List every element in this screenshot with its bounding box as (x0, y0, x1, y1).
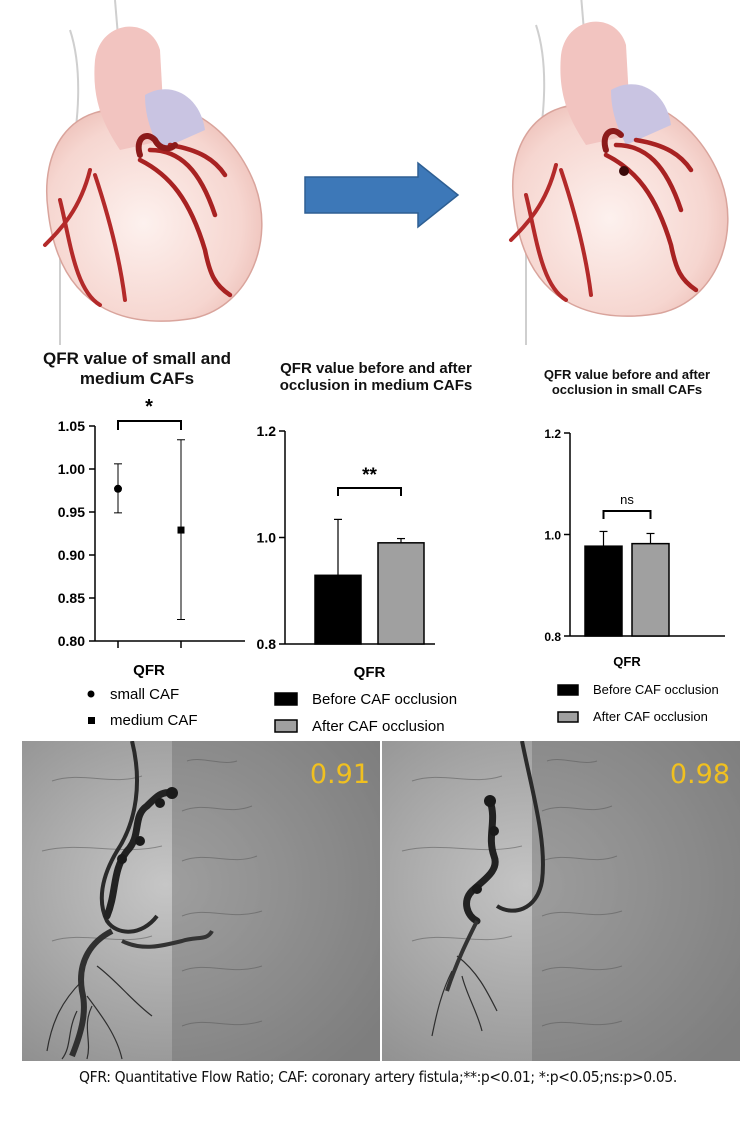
chart2-bar: 0.8 1.0 1.2 ** QFR Before CAF occlusion After … (257, 423, 458, 735)
chart2-y-tick-label: 1.2 (257, 423, 277, 439)
chart3-significance-label: ns (620, 492, 634, 507)
chart3-legend-swatch-1 (557, 684, 579, 696)
chart1-y-tick-label: 1.00 (58, 461, 85, 477)
chart1-scatter: 0.80 0.85 0.90 0.95 1.00 1.05 * QFR small CAF med… (58, 396, 245, 729)
chart2-bar-1 (314, 574, 362, 645)
chart2-significance-label: ** (362, 465, 377, 486)
chart3-y-tick-label: 1.0 (544, 529, 561, 543)
chart3-legend-label-2: After CAF occlusion (593, 709, 708, 724)
chart1-legend-label-1: small CAF (110, 686, 179, 703)
chart2-legend-swatch-2 (274, 719, 298, 733)
angiogram-before: 0.91 (22, 741, 380, 1061)
chart2-y-tick-label: 1.0 (257, 530, 277, 546)
chart1-significance-label: * (145, 396, 153, 418)
chart3-y-tick-label: 1.2 (544, 427, 561, 441)
angiogram-after: 0.98 (382, 741, 740, 1061)
heart-after-occlusion (509, 0, 729, 345)
angiogram-after-image (382, 741, 740, 1061)
chart2-legend-label-2: After CAF occlusion (312, 718, 445, 735)
chart2-x-label: QFR (354, 664, 386, 681)
chart1-legend-label-2: medium CAF (110, 712, 198, 729)
chart2-bar-2 (377, 542, 425, 645)
chart3-legend-swatch-2 (557, 711, 579, 723)
chart1-y-tick-label: 0.80 (58, 633, 85, 649)
heart-illustrations (43, 0, 729, 345)
chart1-y-tick-label: 1.05 (58, 418, 85, 434)
chart3-bar: 0.8 1.0 1.2 ns QFR Before CAF occlusion After … (544, 427, 725, 724)
chart2-y-tick-label: 0.8 (257, 636, 277, 652)
chart1-legend-marker-2 (88, 717, 95, 724)
chart2-significance-bracket (337, 487, 402, 496)
qfr-readout-before: 0.91 (309, 759, 370, 790)
arrow-right-icon (304, 161, 460, 229)
chart1-legend-marker-1 (87, 690, 95, 698)
chart1-y-tick-label: 0.85 (58, 590, 85, 606)
chart2-title: QFR value before and after occlusion in … (279, 360, 473, 395)
chart2-legend-label-1: Before CAF occlusion (312, 691, 457, 708)
chart3-bar-2 (631, 542, 670, 637)
chart1-significance-bracket (117, 420, 182, 430)
heart-before-occlusion (43, 0, 263, 345)
chart3-significance-bracket (602, 510, 652, 519)
chart1-point-1 (114, 484, 122, 493)
chart3-bar-1 (584, 545, 623, 637)
qfr-readout-after: 0.98 (669, 759, 730, 790)
chart1-y-tick-label: 0.90 (58, 547, 85, 563)
chart3-legend-label-1: Before CAF occlusion (593, 682, 719, 697)
chart1-x-label: QFR (133, 662, 165, 679)
chart3-y-tick-label: 0.8 (544, 630, 561, 644)
chart1-y-tick-label: 0.95 (58, 504, 85, 520)
chart3-title: QFR value before and after occlusion in … (543, 367, 711, 397)
angiogram-before-image (22, 741, 380, 1061)
chart3-x-label: QFR (613, 654, 641, 669)
chart2-legend-swatch-1 (274, 692, 298, 706)
chart1-point-2 (177, 526, 185, 534)
chart1-title: QFR value of small and medium CAFs (43, 349, 231, 388)
figure-caption: QFR: Quantitative Flow Ratio; CAF: coron… (79, 1068, 677, 1086)
